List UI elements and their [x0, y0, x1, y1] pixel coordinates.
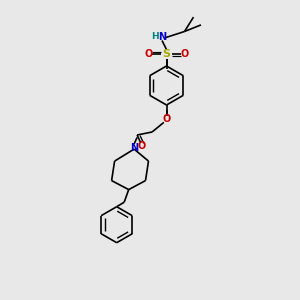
- Text: O: O: [144, 49, 153, 59]
- Text: O: O: [162, 114, 171, 124]
- Text: O: O: [180, 49, 189, 59]
- Text: H: H: [151, 32, 159, 41]
- Text: O: O: [137, 141, 146, 152]
- Text: N: N: [130, 142, 138, 153]
- Text: N: N: [158, 32, 166, 43]
- Text: S: S: [163, 49, 170, 59]
